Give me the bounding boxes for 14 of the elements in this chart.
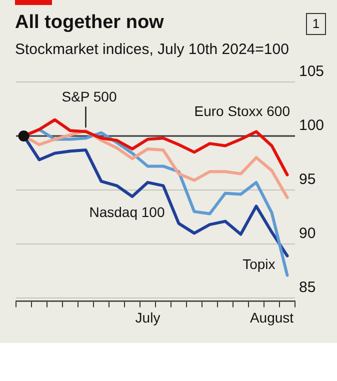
y-tick-label: 100	[299, 117, 324, 134]
text: S&P 500	[62, 88, 117, 104]
y-tick-label: 90	[299, 225, 316, 242]
y-tick-label: 95	[299, 171, 316, 188]
text: 1	[306, 13, 326, 35]
series-label: Euro Stoxx 600	[194, 103, 290, 120]
chart-title: All together now	[15, 12, 164, 34]
y-tick-label: 85	[299, 279, 316, 296]
chart-subtitle: Stockmarket indices, July 10th 2024=100	[15, 41, 289, 58]
series-label: Nasdaq 100	[89, 204, 165, 220]
x-tick-label: July	[135, 309, 160, 326]
y-tick-label: 105	[299, 63, 324, 80]
series-label: Topix	[242, 256, 276, 272]
x-tick-label: August	[250, 309, 294, 326]
